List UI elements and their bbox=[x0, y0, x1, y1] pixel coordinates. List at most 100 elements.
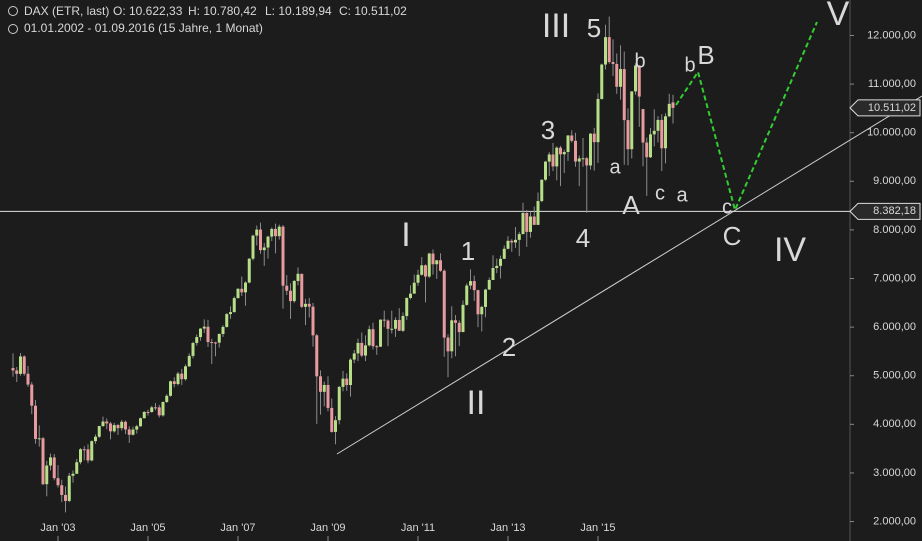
candle-body bbox=[341, 378, 345, 387]
candle-body bbox=[634, 65, 637, 92]
candle-body bbox=[469, 281, 472, 286]
candle-body bbox=[472, 281, 476, 291]
wave-label: 3 bbox=[541, 115, 555, 145]
candle-body bbox=[619, 69, 622, 87]
candle-body bbox=[334, 420, 337, 432]
y-tick-label: 9.000,00 bbox=[873, 175, 916, 187]
candle-body bbox=[450, 320, 454, 352]
candle-body bbox=[37, 438, 41, 440]
candle-body bbox=[585, 158, 589, 166]
candle-body bbox=[60, 485, 64, 495]
low: L: 10.189,94 bbox=[265, 4, 332, 18]
candle-body bbox=[195, 337, 199, 343]
candle-body bbox=[521, 212, 525, 235]
candle-body bbox=[105, 421, 109, 424]
wave-label: b bbox=[634, 50, 645, 72]
candle-body bbox=[480, 306, 484, 315]
candle-body bbox=[510, 240, 514, 243]
candle-body bbox=[439, 260, 442, 271]
candle-body bbox=[540, 179, 544, 202]
candle-body bbox=[161, 401, 165, 416]
candle-body bbox=[600, 64, 604, 99]
candle-body bbox=[630, 91, 634, 150]
candle-body bbox=[379, 319, 382, 347]
candle-body bbox=[52, 457, 56, 479]
candle-body bbox=[547, 154, 551, 162]
candle-body bbox=[349, 359, 352, 386]
high: H: 10.780,42 bbox=[188, 4, 257, 18]
candle-body bbox=[465, 285, 469, 305]
candle-body bbox=[300, 273, 304, 307]
candle-body bbox=[270, 228, 274, 237]
candle-body bbox=[277, 226, 281, 237]
candle-body bbox=[424, 265, 427, 277]
candle-body bbox=[322, 384, 326, 392]
wave-label: 2 bbox=[502, 332, 516, 362]
trend-line bbox=[336, 95, 922, 455]
wave-label: V bbox=[827, 0, 850, 33]
candle-body bbox=[146, 411, 150, 413]
candle-body bbox=[184, 366, 187, 380]
candle-body bbox=[22, 356, 26, 374]
level-label: 8.382,18 bbox=[873, 205, 916, 217]
wave-label: I bbox=[401, 216, 410, 254]
candle-body bbox=[101, 421, 105, 427]
candle-body bbox=[645, 142, 649, 158]
candle-body bbox=[180, 373, 184, 380]
candle-body bbox=[596, 98, 600, 143]
wave-label: 5 bbox=[587, 13, 601, 43]
candle-body bbox=[247, 258, 251, 283]
wave-label: 4 bbox=[576, 223, 590, 253]
level-tag bbox=[849, 202, 921, 220]
y-tick-label: 12.000,00 bbox=[867, 29, 916, 41]
candle-body bbox=[232, 298, 236, 313]
candle-body bbox=[187, 355, 191, 367]
candle-body bbox=[217, 333, 221, 343]
wave-label: II bbox=[467, 384, 486, 422]
candle-body bbox=[86, 449, 90, 461]
candle-body bbox=[255, 229, 259, 236]
candle-body bbox=[64, 494, 67, 501]
candle-body bbox=[416, 274, 420, 283]
x-tick-label: Jan '07 bbox=[220, 522, 255, 534]
candle-body bbox=[214, 342, 217, 344]
candle-body bbox=[345, 378, 349, 386]
candle-body bbox=[551, 154, 555, 167]
candle-body bbox=[409, 293, 412, 298]
candle-body bbox=[326, 384, 330, 408]
candle-body bbox=[71, 473, 75, 476]
candle-body bbox=[26, 373, 30, 385]
candle-body bbox=[127, 429, 131, 435]
candle-body bbox=[135, 426, 139, 430]
wave-label: c bbox=[655, 182, 665, 204]
candle-body bbox=[487, 279, 491, 290]
candle-body bbox=[476, 290, 480, 315]
candle-body bbox=[566, 135, 570, 152]
candle-body bbox=[311, 306, 315, 336]
candle-body bbox=[281, 226, 285, 286]
candle-body bbox=[45, 465, 49, 485]
candle-body bbox=[34, 405, 37, 439]
candle-body bbox=[484, 289, 487, 307]
close: C: 10.511,02 bbox=[339, 4, 407, 18]
candle-body bbox=[664, 116, 667, 149]
candle-body bbox=[394, 319, 397, 329]
candle-body bbox=[56, 478, 60, 486]
candle-body bbox=[315, 335, 319, 377]
candle-body bbox=[259, 229, 262, 251]
candle-body bbox=[330, 407, 334, 432]
wave-label: B bbox=[697, 40, 714, 70]
candle-body bbox=[652, 130, 656, 135]
candle-body bbox=[367, 329, 371, 346]
candle-body bbox=[142, 411, 146, 419]
candle-body bbox=[131, 429, 135, 435]
x-tick-label: Jan '09 bbox=[310, 522, 345, 534]
candle-body bbox=[555, 147, 559, 167]
candle-body bbox=[641, 109, 645, 143]
candle-body bbox=[442, 270, 446, 338]
candle-body bbox=[172, 381, 176, 385]
candle-body bbox=[157, 407, 161, 416]
wave-label: c bbox=[722, 196, 732, 218]
candle-body bbox=[109, 423, 112, 432]
